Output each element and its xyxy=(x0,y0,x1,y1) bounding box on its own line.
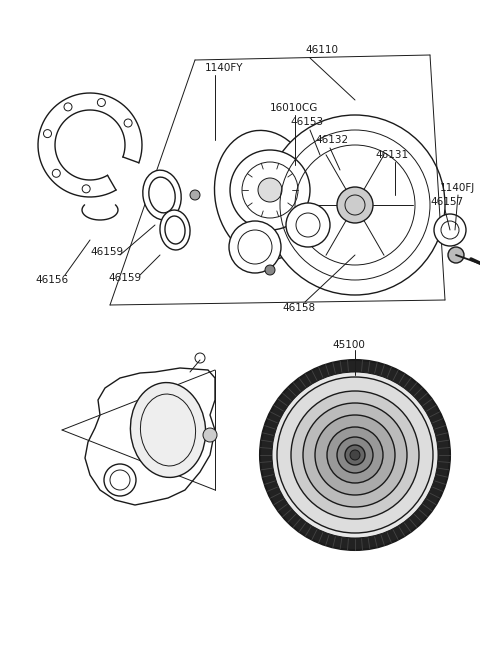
Ellipse shape xyxy=(215,130,315,260)
Circle shape xyxy=(64,103,72,111)
Circle shape xyxy=(97,99,106,106)
Ellipse shape xyxy=(160,210,190,250)
Circle shape xyxy=(291,391,419,519)
Circle shape xyxy=(286,203,330,247)
Circle shape xyxy=(277,377,433,533)
Text: 46159: 46159 xyxy=(90,247,123,257)
Circle shape xyxy=(229,221,281,273)
Circle shape xyxy=(350,450,360,460)
Circle shape xyxy=(448,247,464,263)
Circle shape xyxy=(190,190,200,200)
Circle shape xyxy=(327,427,383,483)
Circle shape xyxy=(265,115,445,295)
Circle shape xyxy=(44,129,51,137)
Circle shape xyxy=(52,170,60,177)
Circle shape xyxy=(82,185,90,193)
Circle shape xyxy=(124,119,132,127)
Text: 1140FJ: 1140FJ xyxy=(440,183,475,193)
Circle shape xyxy=(265,265,275,275)
Text: 46131: 46131 xyxy=(375,150,408,160)
Circle shape xyxy=(203,428,217,442)
Text: 46157: 46157 xyxy=(430,197,463,207)
Text: 46153: 46153 xyxy=(290,117,323,127)
Text: 46159: 46159 xyxy=(108,273,141,283)
Circle shape xyxy=(230,150,310,230)
Ellipse shape xyxy=(131,382,205,478)
Ellipse shape xyxy=(143,170,181,220)
Text: 46110: 46110 xyxy=(305,45,338,55)
Circle shape xyxy=(337,187,373,223)
Circle shape xyxy=(434,214,466,246)
Circle shape xyxy=(337,437,373,473)
Text: 46158: 46158 xyxy=(282,303,315,313)
Circle shape xyxy=(315,415,395,495)
Polygon shape xyxy=(85,368,215,505)
Circle shape xyxy=(260,360,450,550)
Text: 16010CG: 16010CG xyxy=(270,103,318,113)
Text: 1140FY: 1140FY xyxy=(205,63,243,73)
Circle shape xyxy=(303,403,407,507)
Text: 46132: 46132 xyxy=(315,135,348,145)
Circle shape xyxy=(272,372,438,538)
Text: 46156: 46156 xyxy=(35,275,68,285)
Circle shape xyxy=(345,445,365,465)
Circle shape xyxy=(258,178,282,202)
Circle shape xyxy=(104,464,136,496)
Text: 45100: 45100 xyxy=(332,340,365,350)
